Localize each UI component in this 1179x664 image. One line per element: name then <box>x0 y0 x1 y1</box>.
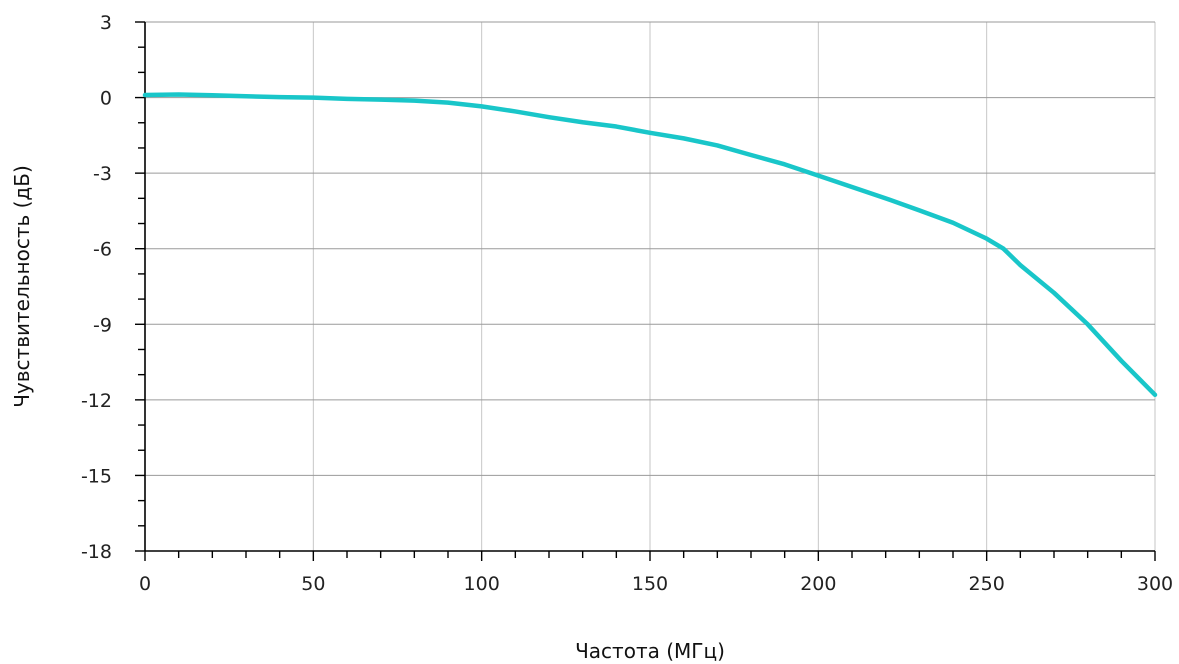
y-axis-title: Чувствительность (дБ) <box>10 165 34 408</box>
y-tick-label: -15 <box>81 465 112 487</box>
y-tick-label: -3 <box>93 163 112 185</box>
y-tick-label: -9 <box>93 314 112 336</box>
y-tick-label: 0 <box>100 88 112 110</box>
y-tick-label: 3 <box>100 12 112 34</box>
series <box>142 92 1158 398</box>
x-tick-label: 150 <box>632 573 668 595</box>
x-tick-label: 100 <box>464 573 500 595</box>
axes <box>135 21 1156 561</box>
x-tick-label: 300 <box>1137 573 1173 595</box>
series-line <box>142 92 1158 398</box>
x-tick-label: 200 <box>800 573 836 595</box>
x-tick-label: 0 <box>139 573 151 595</box>
grid <box>145 21 1156 551</box>
x-axis-title: Частота (МГц) <box>575 639 725 663</box>
x-tick-label: 50 <box>301 573 325 595</box>
y-tick-label: -6 <box>93 239 112 261</box>
x-tick-label: 250 <box>969 573 1005 595</box>
y-tick-label: -12 <box>81 390 112 412</box>
y-tick-label: -18 <box>81 541 112 563</box>
tick-labels: 0 50 100 150 200 250 300 3 0 -3 -6 -9 -12 -15 -18 <box>81 12 1173 595</box>
